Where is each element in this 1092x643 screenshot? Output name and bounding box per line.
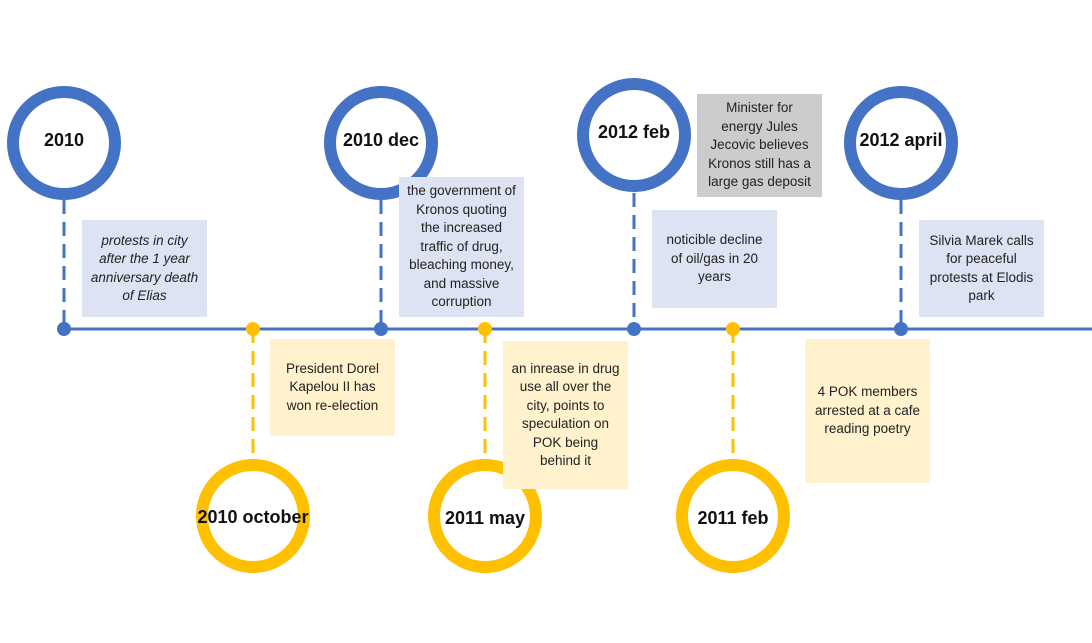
milestone-label-2012-feb: 2012 feb (597, 122, 671, 142)
dot-2010 (57, 322, 71, 336)
dot-2011-may (478, 322, 492, 336)
note-2012-april: Silvia Marek calls for peaceful protests… (919, 220, 1044, 317)
milestone-ring-2010 (7, 86, 121, 200)
dot-2010-october (246, 322, 260, 336)
note-2010-october: President Dorel Kapelou II has won re-el… (270, 339, 395, 436)
milestone-label-2011-may: 2011 may (444, 508, 526, 528)
milestone-ring-2012-feb (577, 78, 691, 192)
milestone-ring-2011-feb (676, 459, 790, 573)
dot-2010-dec (374, 322, 388, 336)
milestone-ring-2010-dec (324, 86, 438, 200)
dot-2012-feb (627, 322, 641, 336)
milestone-label-2010-october: 2010 october (197, 507, 309, 527)
dot-2012-april (894, 322, 908, 336)
note-2011-may: an inrease in drug use all over the city… (503, 341, 628, 489)
milestone-label-2010-dec: 2010 dec (342, 130, 420, 150)
note-text: noticible decline of oil/gas in 20 years (666, 232, 763, 285)
note-text: 4 POK members arrested at a cafe reading… (814, 384, 921, 437)
note-text: protests in city after the 1 year annive… (90, 232, 199, 304)
milestone-ring-2010-october (196, 459, 310, 573)
note-2012-feb: noticible decline of oil/gas in 20 years (652, 210, 777, 308)
dot-2011-feb (726, 322, 740, 336)
note-2010: protests in city after the 1 year annive… (82, 220, 207, 317)
milestone-ring-2011-may (428, 459, 542, 573)
note-2012-feb-extra: Minister for energy Jules Jecovic believ… (697, 94, 822, 197)
milestone-ring-2012-april (844, 86, 958, 200)
milestone-label-2012-april: 2012 april (859, 130, 943, 150)
milestone-label-2011-feb: 2011 feb (697, 508, 769, 528)
milestone-label-2010: 2010 (43, 130, 85, 150)
note-text: Silvia Marek calls for peaceful protests… (929, 232, 1034, 304)
note-pok-arrest: 4 POK members arrested at a cafe reading… (805, 339, 930, 483)
note-text: Minister for energy Jules Jecovic believ… (708, 100, 811, 190)
note-text: President Dorel Kapelou II has won re-el… (285, 360, 380, 413)
note-2010-dec: the government of Kronos quoting the inc… (399, 177, 524, 317)
note-text: an inrease in drug use all over the city… (511, 360, 620, 469)
note-text: the government of Kronos quoting the inc… (407, 183, 516, 310)
